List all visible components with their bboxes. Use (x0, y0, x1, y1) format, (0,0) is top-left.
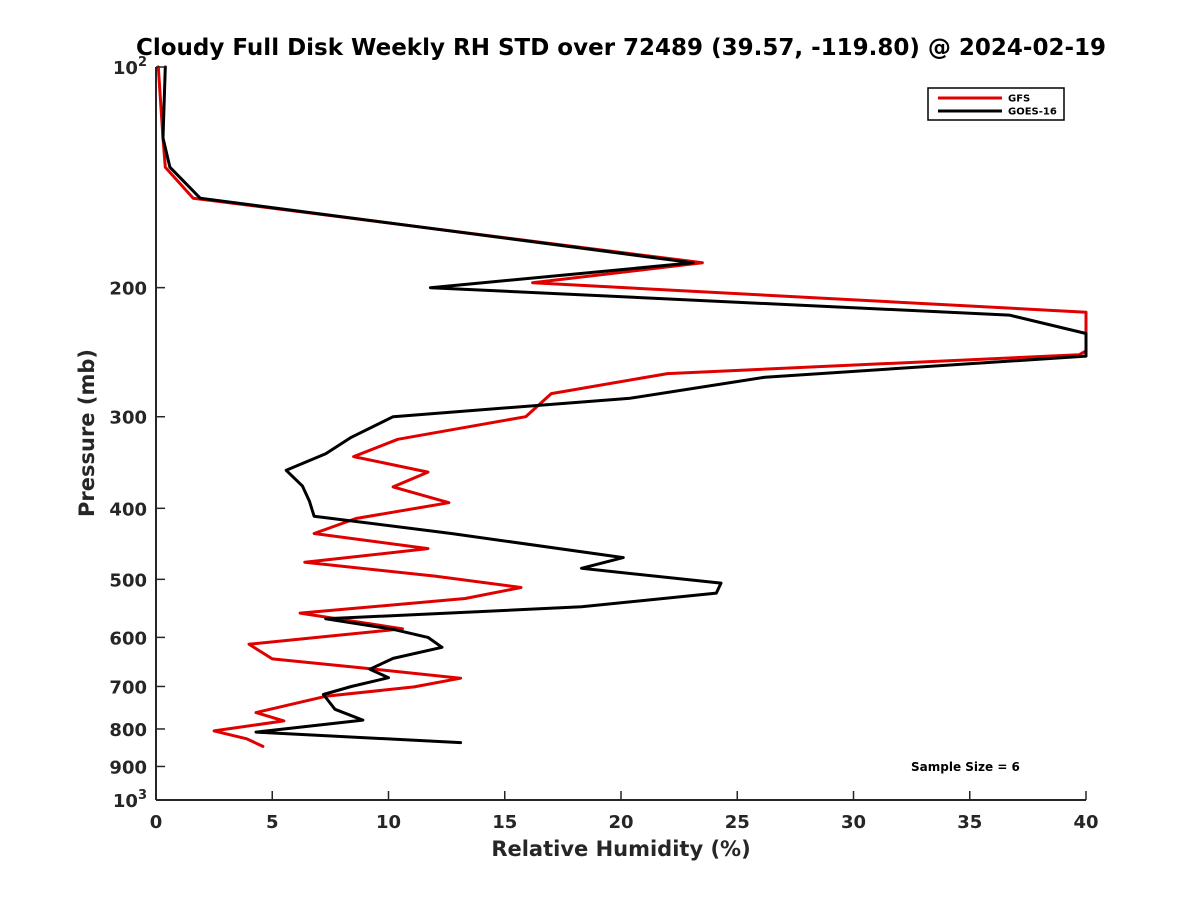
y-tick-label: 103 (113, 788, 147, 812)
legend-label-goes16: GOES-16 (1008, 107, 1057, 118)
y-tick-label: 300 (109, 408, 147, 429)
x-tick-label: 15 (492, 812, 517, 833)
y-tick-label: 700 (109, 677, 147, 698)
x-tick-label: 0 (150, 812, 163, 833)
y-tick-label: 500 (109, 570, 147, 591)
y-tick-label: 600 (109, 628, 147, 649)
y-ticks: 102 200 300 400 500 600 700 800 900 103 (109, 55, 165, 812)
x-tick-label: 5 (266, 812, 279, 833)
series-line-gfs (156, 65, 1088, 748)
y-tick-label: 800 (109, 720, 147, 741)
x-tick-label: 20 (608, 812, 633, 833)
y-tick-label: 400 (109, 499, 147, 520)
x-tick-label: 40 (1073, 812, 1098, 833)
x-ticks: 0 5 10 15 20 25 30 35 40 (150, 791, 1099, 833)
sample-size-annotation: Sample Size = 6 (911, 760, 1020, 774)
chart-title: Cloudy Full Disk Weekly RH STD over 7248… (136, 35, 1106, 61)
legend-label-gfs: GFS (1008, 94, 1030, 105)
plot-area (155, 67, 1086, 801)
y-tick-label: 102 (113, 55, 147, 79)
y-tick-label: 900 (109, 757, 147, 778)
legend-box (927, 87, 1065, 121)
x-tick-label: 35 (957, 812, 982, 833)
y-axis-label: Pressure (mb) (75, 349, 99, 517)
series-line-goes16 (161, 65, 1088, 745)
y-tick-label: 200 (109, 279, 147, 300)
x-tick-label: 10 (376, 812, 401, 833)
series-layer (156, 65, 1088, 748)
x-tick-label: 30 (841, 812, 866, 833)
x-tick-label: 25 (725, 812, 750, 833)
legend: GFS GOES-16 (927, 87, 1065, 121)
x-axis-label: Relative Humidity (%) (491, 837, 750, 861)
